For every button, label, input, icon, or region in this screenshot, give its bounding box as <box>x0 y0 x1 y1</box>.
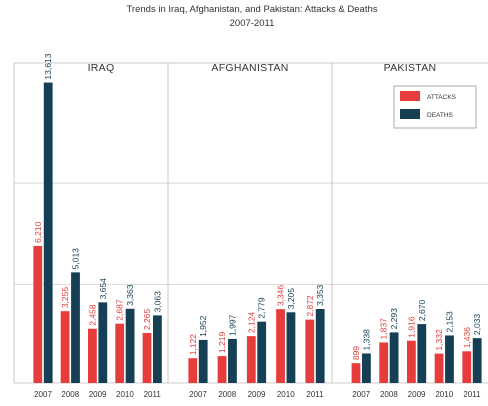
bar-deaths <box>71 272 80 383</box>
data-label-deaths: 5,013 <box>71 248 81 270</box>
bar-attacks <box>188 358 198 383</box>
data-label-attacks: 2,872 <box>305 295 315 317</box>
legend-swatch-attacks <box>400 91 420 101</box>
bar-attacks <box>351 363 361 383</box>
bar-attacks <box>305 319 315 383</box>
data-label-deaths: 2,153 <box>444 311 454 333</box>
x-tick-label: 2010 <box>116 390 134 399</box>
legend-label-deaths: DEATHS <box>427 112 454 119</box>
data-label-attacks: 6,210 <box>33 221 43 243</box>
data-label-attacks: 1,436 <box>462 327 472 349</box>
bar-attacks <box>60 311 70 383</box>
bar-deaths <box>286 312 296 383</box>
legend-swatch-deaths <box>400 109 420 119</box>
bar-attacks <box>379 342 389 383</box>
bar-deaths <box>315 309 325 383</box>
bar-deaths <box>389 332 399 383</box>
bar-deaths <box>472 338 482 383</box>
data-label-attacks: 1,916 <box>406 316 416 338</box>
bar-deaths <box>228 338 237 383</box>
data-label-deaths: 2,779 <box>257 297 267 319</box>
panel-title-pakistan: PAKISTAN <box>384 62 437 74</box>
x-tick-label: 2009 <box>248 390 266 399</box>
x-tick-label: 2008 <box>61 390 79 399</box>
bar-attacks <box>246 336 256 383</box>
bar-deaths <box>43 82 53 384</box>
bar-attacks <box>406 340 416 383</box>
x-tick-label: 2008 <box>218 390 236 399</box>
bar-deaths <box>445 335 454 383</box>
x-tick-label: 2007 <box>352 390 370 399</box>
data-label-deaths: 2,033 <box>472 314 482 336</box>
x-tick-label: 2007 <box>189 390 207 399</box>
data-label-attacks: 2,687 <box>115 299 125 321</box>
x-tick-label: 2009 <box>408 390 426 399</box>
plot-area: IRAQ6,21013,61320073,2555,01320082,4583,… <box>13 53 488 399</box>
bar-deaths <box>198 339 208 383</box>
data-label-deaths: 3,363 <box>125 284 135 306</box>
data-label-attacks: 1,219 <box>217 332 227 354</box>
bar-deaths <box>257 321 267 383</box>
data-label-attacks: 2,265 <box>142 308 152 330</box>
data-label-deaths: 3,353 <box>315 284 325 306</box>
bar-attacks <box>462 351 472 383</box>
bar-attacks <box>115 323 125 383</box>
bar-deaths <box>125 308 135 383</box>
data-label-attacks: 1,122 <box>188 334 198 356</box>
data-label-deaths: 3,205 <box>286 288 296 310</box>
data-label-deaths: 1,997 <box>227 314 237 336</box>
data-label-deaths: 1,952 <box>198 315 208 337</box>
bar-attacks <box>434 353 444 383</box>
data-label-attacks: 2,124 <box>246 312 256 334</box>
bar-attacks <box>142 333 152 383</box>
x-tick-label: 2008 <box>380 390 398 399</box>
data-label-attacks: 1,332 <box>434 329 444 351</box>
bar-attacks <box>217 356 227 383</box>
x-tick-label: 2011 <box>463 390 481 399</box>
bar-attacks <box>88 328 97 383</box>
bar-deaths <box>417 324 427 383</box>
legend-label-attacks: ATTACKS <box>427 94 457 101</box>
data-label-attacks: 899 <box>351 346 361 360</box>
data-label-attacks: 3,255 <box>60 287 70 309</box>
data-label-attacks: 2,458 <box>87 304 97 326</box>
data-label-attacks: 1,837 <box>379 318 389 340</box>
data-label-deaths: 1,338 <box>361 329 371 351</box>
panel-title-iraq: IRAQ <box>88 62 115 74</box>
legend: ATTACKS DEATHS <box>393 85 477 129</box>
data-label-deaths: 13,613 <box>43 53 53 79</box>
x-tick-label: 2009 <box>89 390 107 399</box>
data-label-deaths: 2,670 <box>417 300 427 322</box>
bar-deaths <box>362 353 371 383</box>
data-label-deaths: 3,063 <box>152 291 162 313</box>
data-label-attacks: 3,346 <box>276 285 286 307</box>
x-tick-label: 2011 <box>306 390 324 399</box>
chart-title: Trends in Iraq, Afghanistan, and Pakista… <box>126 4 377 15</box>
x-tick-label: 2007 <box>34 390 52 399</box>
bar-deaths <box>153 315 162 383</box>
panel-title-afghanistan: AFGHANISTAN <box>211 62 288 74</box>
bar-deaths <box>98 302 108 383</box>
data-label-deaths: 2,293 <box>389 308 399 330</box>
x-tick-label: 2011 <box>144 390 162 399</box>
chart-subtitle: 2007-2011 <box>230 18 275 29</box>
x-tick-label: 2010 <box>277 390 295 399</box>
x-tick-label: 2010 <box>435 390 453 399</box>
data-label-deaths: 3,654 <box>98 278 108 300</box>
bar-attacks <box>33 245 43 383</box>
bar-attacks <box>276 309 285 383</box>
